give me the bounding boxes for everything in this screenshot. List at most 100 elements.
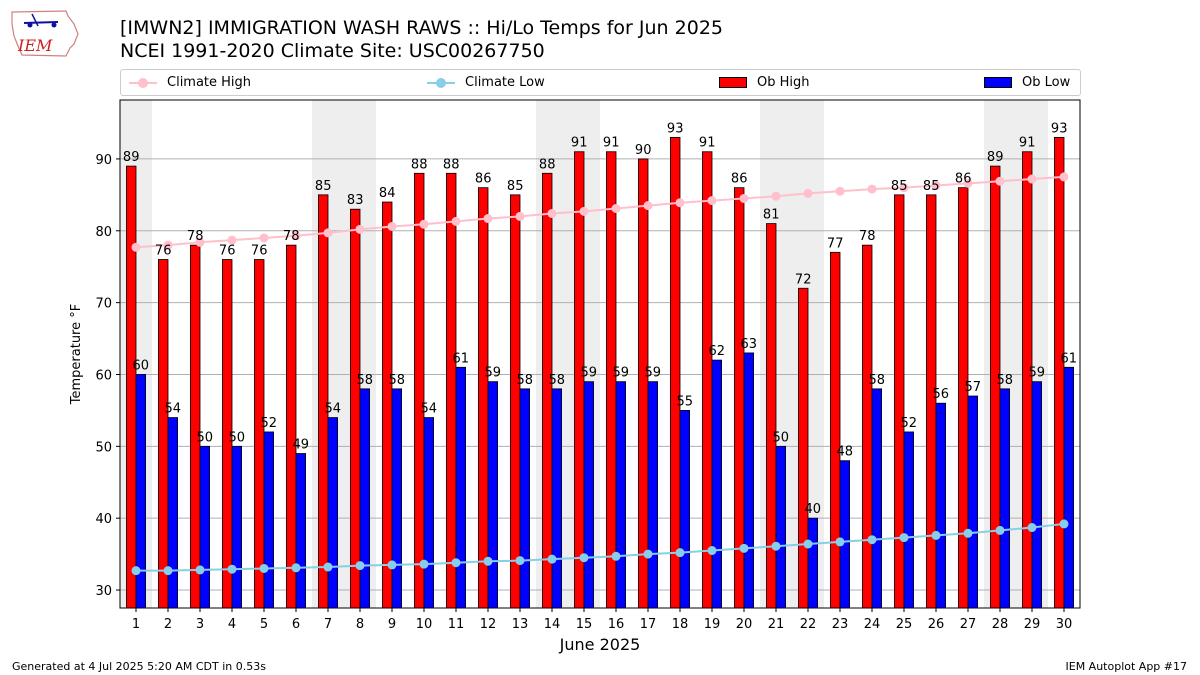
climate-high-point <box>259 233 269 243</box>
x-tick-label: 24 <box>864 617 881 632</box>
ob-high-label: 76 <box>251 244 268 259</box>
x-tick-label: 23 <box>832 617 849 632</box>
climate-low-point <box>259 563 269 573</box>
ob-low-label: 60 <box>133 358 150 373</box>
climate-low-point <box>355 561 365 571</box>
x-tick-label: 22 <box>800 617 817 632</box>
ob-low-label: 58 <box>997 373 1014 388</box>
ob-high-label: 84 <box>379 186 396 201</box>
ob-low-bar <box>807 517 819 609</box>
ob-high-bar <box>349 208 361 609</box>
climate-low-point <box>195 565 205 575</box>
legend-ob-high: Ob High <box>719 70 810 95</box>
climate-high-point <box>227 235 237 245</box>
ob-high-label: 76 <box>219 244 236 259</box>
ob-high-bar <box>894 194 905 609</box>
ob-low-bar <box>1031 381 1043 609</box>
x-tick-label: 10 <box>416 617 433 632</box>
ob-high-bar <box>381 201 393 609</box>
x-tick-label: 9 <box>388 617 396 632</box>
x-tick-label: 7 <box>324 617 332 632</box>
ob-high-label: 78 <box>187 229 204 244</box>
x-tick-label: 6 <box>292 617 300 632</box>
ob-high-label: 85 <box>315 179 332 194</box>
x-tick-label: 18 <box>672 617 689 632</box>
ob-high-label: 88 <box>539 157 556 172</box>
ob-low-label: 59 <box>613 366 630 381</box>
ob-low-label: 58 <box>549 373 566 388</box>
climate-low-point <box>515 556 525 566</box>
ob-high-label: 88 <box>443 157 460 172</box>
ob-high-label: 91 <box>571 136 588 151</box>
ob-high-label: 86 <box>731 172 748 187</box>
climate-high-line <box>135 175 1065 249</box>
ob-high-label: 91 <box>699 136 716 151</box>
climate-high-point <box>355 224 365 234</box>
climate-low-point <box>771 541 781 551</box>
y-tick-label: 60 <box>95 368 112 383</box>
ob-low-label: 57 <box>965 380 982 395</box>
ob-low-label: 59 <box>581 366 598 381</box>
ob-low-label: 50 <box>197 430 214 445</box>
ob-high-bar <box>445 172 457 609</box>
ob-high-label: 89 <box>987 150 1004 165</box>
climate-high-point <box>963 178 973 188</box>
x-tick-label: 4 <box>228 617 236 632</box>
ob-high-label: 72 <box>795 272 812 287</box>
ob-high-bar <box>477 187 489 609</box>
ob-low-label: 61 <box>453 351 470 366</box>
climate-high-point <box>771 191 781 201</box>
ob-high-bar <box>157 259 169 609</box>
plot-frame <box>119 99 1081 609</box>
x-tick-label: 27 <box>960 617 977 632</box>
ob-low-bar <box>871 388 883 609</box>
climate-high-point <box>291 231 301 241</box>
climate-high-point <box>195 237 205 247</box>
x-tick-label: 5 <box>260 617 268 632</box>
ob-low-label: 58 <box>869 373 886 388</box>
ob-low-label: 52 <box>901 416 918 431</box>
climate-low-point <box>963 528 973 538</box>
climate-low-point <box>131 566 141 576</box>
ob-low-bar <box>583 381 595 609</box>
y-tick-label: 80 <box>95 225 112 240</box>
ob-low-bar <box>455 366 467 609</box>
ob-low-bar <box>199 445 211 609</box>
climate-low-point <box>1059 519 1069 529</box>
ob-low-bar <box>615 381 627 609</box>
legend-climate-low: Climate Low <box>427 70 545 95</box>
ob-low-label: 50 <box>229 430 246 445</box>
x-tick-label: 8 <box>356 617 364 632</box>
climate-high-point <box>803 188 813 198</box>
y-tick-label: 90 <box>95 153 112 168</box>
climate-high-point <box>1059 172 1069 182</box>
ob-high-bar <box>830 251 841 609</box>
climate-high-point <box>739 193 749 203</box>
ob-low-bar <box>167 417 179 609</box>
climate-low-point <box>995 525 1005 535</box>
climate-low-point <box>899 533 909 543</box>
ob-low-bar <box>423 417 435 609</box>
climate-high-point <box>643 201 653 211</box>
ob-high-label: 85 <box>923 179 940 194</box>
ob-low-bar <box>263 431 275 609</box>
ob-high-label: 86 <box>955 172 972 187</box>
y-tick-label: 50 <box>95 440 112 455</box>
ob-high-label: 85 <box>507 179 524 194</box>
ob-low-bar <box>487 381 499 609</box>
climate-low-point <box>227 564 237 574</box>
climate-high-point <box>611 203 621 213</box>
climate-low-point <box>739 543 749 553</box>
ob-low-bar <box>647 381 659 609</box>
ob-high-label: 78 <box>859 229 876 244</box>
climate-high-point <box>323 228 333 238</box>
ob-low-label: 59 <box>485 366 502 381</box>
ob-high-label: 78 <box>283 229 300 244</box>
climate-high-point <box>579 206 589 216</box>
ob-low-bar <box>839 460 851 609</box>
app-footer: IEM Autoplot App #17 <box>1065 660 1188 673</box>
legend-ob-low: Ob Low <box>984 70 1070 95</box>
ob-low-bar <box>551 388 563 609</box>
x-tick-label: 28 <box>992 617 1009 632</box>
x-tick-label: 2 <box>164 617 172 632</box>
